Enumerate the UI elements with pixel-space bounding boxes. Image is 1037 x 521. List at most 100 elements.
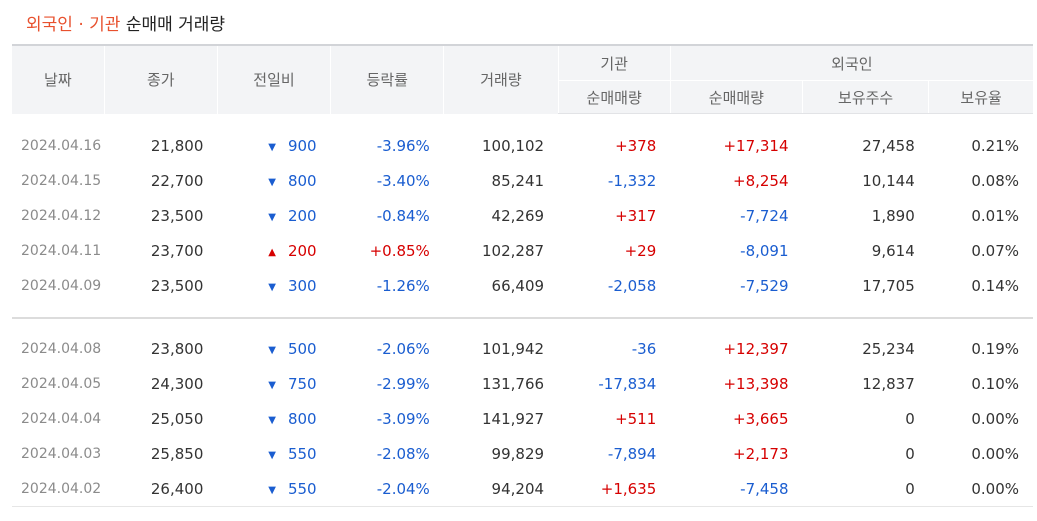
institution-net-cell: -36 — [631, 339, 657, 358]
table-row: 2024.04.09 23,500 ▼ 300 -1.26% 66,409 -2,058 -7… — [12, 268, 1033, 303]
holdings-cell: 17,705 — [862, 276, 915, 295]
header-foreign-net: 순매매량 — [669, 80, 803, 114]
down-arrow-icon: ▼ — [268, 344, 276, 356]
section-title: 외국인 · 기관 순매매 거래량 — [26, 12, 225, 38]
volume-cell: 100,102 — [482, 136, 545, 155]
change-value: 900 — [287, 136, 317, 155]
rate-cell: -2.08% — [376, 444, 430, 463]
ratio-cell: 0.14% — [971, 276, 1019, 295]
top-spacer — [12, 114, 1033, 129]
close-cell: 25,850 — [150, 444, 204, 463]
table-row: 2024.04.03 25,850 ▼ 550 -2.08% 99,829 -7,894 +2… — [12, 436, 1033, 471]
section-title-rest: 순매매 거래량 — [125, 15, 226, 35]
change-cell: ▼ 300 — [217, 268, 330, 303]
group-separator-cell — [12, 303, 1033, 319]
rate-cell: -3.40% — [376, 171, 430, 190]
institution-net-cell: +511 — [615, 409, 657, 428]
foreign-net-cell: +13,398 — [723, 374, 789, 393]
date-cell: 2024.04.12 — [21, 207, 102, 224]
header-close: 종가 — [103, 45, 218, 114]
down-arrow-icon: ▼ — [268, 211, 276, 223]
header-rate: 등락률 — [330, 45, 444, 114]
foreign-net-cell: -7,724 — [740, 206, 789, 225]
ratio-cell: 0.00% — [971, 409, 1019, 428]
institution-net-cell: +378 — [615, 136, 657, 155]
header-ratio: 보유율 — [928, 80, 1033, 114]
rate-cell: -0.84% — [376, 206, 430, 225]
date-cell: 2024.04.05 — [21, 375, 102, 392]
institution-net-cell: -2,058 — [607, 276, 657, 295]
foreign-net-cell: -8,091 — [740, 241, 789, 260]
header-institution-group: 기관 — [557, 45, 671, 81]
volume-cell: 85,241 — [491, 171, 545, 190]
holdings-cell: 9,614 — [871, 241, 915, 260]
rate-cell: +0.85% — [369, 241, 430, 260]
ratio-cell: 0.07% — [971, 241, 1019, 260]
change-value: 500 — [287, 339, 317, 358]
group-spacer-cell — [12, 318, 1033, 331]
down-arrow-icon: ▼ — [268, 484, 276, 496]
change-cell: ▼ 550 — [217, 471, 331, 507]
down-arrow-icon: ▼ — [268, 281, 276, 293]
institution-net-cell: -17,834 — [598, 374, 657, 393]
holdings-cell: 1,890 — [871, 206, 915, 225]
change-cell: ▼ 500 — [217, 331, 330, 366]
header-foreign-group: 외국인 — [669, 45, 1033, 81]
down-arrow-icon: ▼ — [268, 449, 276, 461]
holdings-cell: 0 — [802, 471, 929, 507]
change-cell: ▼ 800 — [217, 401, 330, 436]
holdings-cell: 10,144 — [862, 171, 915, 190]
down-arrow-icon: ▼ — [268, 176, 276, 188]
change-cell: ▼ 200 — [217, 198, 330, 233]
change-value: 550 — [287, 444, 317, 463]
institution-net-cell: -7,894 — [607, 444, 657, 463]
change-value: 550 — [287, 479, 317, 498]
change-cell: ▼ 900 — [217, 128, 330, 163]
rate-cell: -2.99% — [376, 374, 430, 393]
institution-net-cell: +29 — [624, 241, 657, 260]
change-value: 200 — [287, 206, 317, 225]
change-value: 800 — [287, 409, 317, 428]
institution-net-cell: -1,332 — [607, 171, 657, 190]
close-cell: 23,800 — [150, 339, 204, 358]
table-row: 2024.04.15 22,700 ▼ 800 -3.40% 85,241 -1,332 +8… — [12, 163, 1033, 198]
date-cell: 2024.04.08 — [21, 340, 102, 357]
table-body: 2024.04.16 21,800 ▼ 900 -3.96% 100,102 +378 +17… — [12, 114, 1033, 507]
volume-cell: 102,287 — [482, 241, 545, 260]
foreign-net-cell: +8,254 — [733, 171, 789, 190]
holdings-cell: 0 — [905, 444, 915, 463]
rate-cell: -2.04% — [330, 471, 444, 507]
date-cell: 2024.04.11 — [21, 242, 102, 259]
date-cell: 2024.04.16 — [21, 137, 102, 154]
ratio-cell: 0.00% — [971, 444, 1019, 463]
header-change: 전일비 — [216, 45, 331, 114]
table-row: 2024.04.12 23,500 ▼ 200 -0.84% 42,269 +317 -7,7… — [12, 198, 1033, 233]
date-cell: 2024.04.04 — [21, 410, 102, 427]
ratio-cell: 0.08% — [971, 171, 1019, 190]
table-row: 2024.04.02 26,400 ▼ 550 -2.04% 94,204 +1,635 -7… — [12, 471, 1033, 507]
ratio-cell: 0.00% — [928, 471, 1033, 507]
date-cell: 2024.04.09 — [21, 277, 102, 294]
table-header: 날짜 종가 전일비 등락률 거래량 기관 외국인 순매매량 순매매량 보유주수 … — [12, 45, 1033, 114]
close-cell: 23,700 — [150, 241, 204, 260]
table-row: 2024.04.16 21,800 ▼ 900 -3.96% 100,102 +378 +17… — [12, 128, 1033, 163]
rate-cell: -1.26% — [376, 276, 430, 295]
header-date: 날짜 — [12, 45, 105, 114]
table-row: 2024.04.04 25,050 ▼ 800 -3.09% 141,927 +511 +3,… — [12, 401, 1033, 436]
change-cell: ▲ 200 — [217, 233, 330, 268]
date-cell: 2024.04.03 — [21, 445, 102, 462]
foreign-net-cell: +3,665 — [733, 409, 789, 428]
change-cell: ▼ 550 — [217, 436, 330, 471]
group-separator — [12, 303, 1033, 319]
foreign-net-cell: +2,173 — [733, 444, 789, 463]
change-value: 200 — [287, 241, 317, 260]
down-arrow-icon: ▼ — [268, 141, 276, 153]
volume-cell: 66,409 — [491, 276, 545, 295]
ratio-cell: 0.01% — [971, 206, 1019, 225]
close-cell: 23,500 — [150, 276, 204, 295]
close-cell: 21,800 — [150, 136, 204, 155]
date-cell: 2024.04.15 — [21, 172, 102, 189]
foreign-net-cell: -7,529 — [740, 276, 789, 295]
rate-cell: -3.96% — [376, 136, 430, 155]
change-cell: ▼ 750 — [217, 366, 330, 401]
